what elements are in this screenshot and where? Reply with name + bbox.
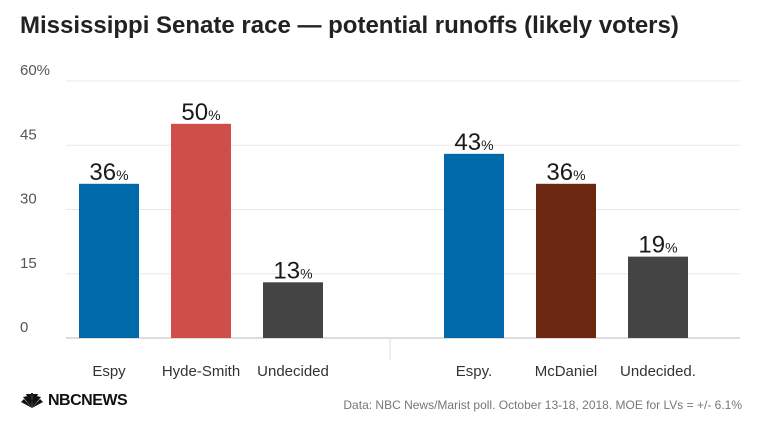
x-category-label: Hyde-Smith (162, 363, 240, 380)
x-axis-labels: Espy Hyde-Smith Undecided Espy. McDaniel Unde… (92, 363, 696, 380)
data-label: 50% (181, 99, 220, 126)
source-note: Data: NBC News/Marist poll. October 13-1… (343, 398, 742, 412)
logo-text: NBCNEWS (48, 392, 128, 409)
bar (628, 256, 688, 338)
data-label: 19% (638, 232, 677, 259)
data-label: 13% (273, 257, 312, 284)
y-tick-label: 60% (20, 62, 50, 79)
bar (263, 282, 323, 338)
y-tick-label: 30 (20, 191, 37, 208)
bar (444, 153, 504, 338)
x-category-label: Espy. (456, 363, 492, 380)
y-tick-label: 15 (20, 255, 37, 272)
y-tick-label: 0 (20, 319, 28, 336)
x-category-label: Undecided (257, 363, 329, 380)
y-tick-label: 45 (20, 126, 37, 143)
x-category-label: Espy (92, 363, 126, 380)
data-labels: 36% 50% 13% 43% 36% 19% (89, 99, 677, 284)
bar (171, 123, 231, 338)
bar (536, 183, 596, 338)
bars (79, 123, 688, 338)
nbc-peacock-icon (21, 393, 43, 408)
y-axis: 0 15 30 45 60% (20, 62, 50, 336)
x-category-label: McDaniel (535, 363, 598, 380)
bar (79, 183, 139, 338)
data-label: 43% (454, 129, 493, 156)
nbc-news-logo: NBCNEWS (20, 392, 128, 410)
data-label: 36% (546, 159, 585, 186)
data-label: 36% (89, 159, 128, 186)
bar-chart: 0 15 30 45 60% 36% 50% 13% 43% 36% 19% Espy Hyde-S… (20, 62, 740, 380)
x-category-label: Undecided. (620, 363, 696, 380)
chart-title: Mississippi Senate race — potential runo… (20, 12, 679, 39)
